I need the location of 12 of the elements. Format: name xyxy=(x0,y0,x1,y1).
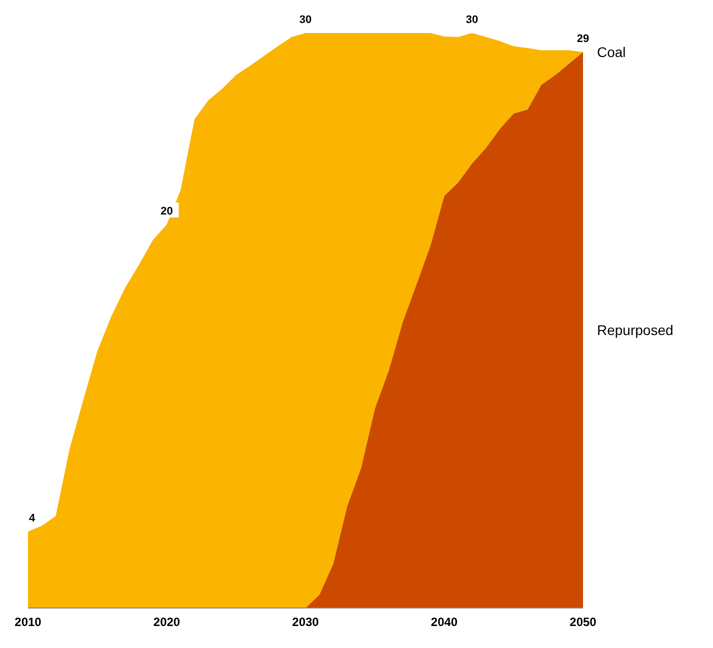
annotation: 29 xyxy=(576,32,590,45)
x-tick-label: 2040 xyxy=(430,615,458,629)
x-tick-label: 2010 xyxy=(14,615,42,629)
series-label: Repurposed xyxy=(597,322,674,338)
x-tick-label: 2030 xyxy=(292,615,320,629)
annotation: 20 xyxy=(160,205,173,218)
annotation: 30 xyxy=(466,14,478,26)
x-tick-label: 2020 xyxy=(153,615,180,629)
annotation: 30 xyxy=(299,14,312,26)
x-tick-label: 2050 xyxy=(570,615,597,629)
annotation: 4 xyxy=(28,512,36,525)
series-label: Coal xyxy=(597,44,626,60)
